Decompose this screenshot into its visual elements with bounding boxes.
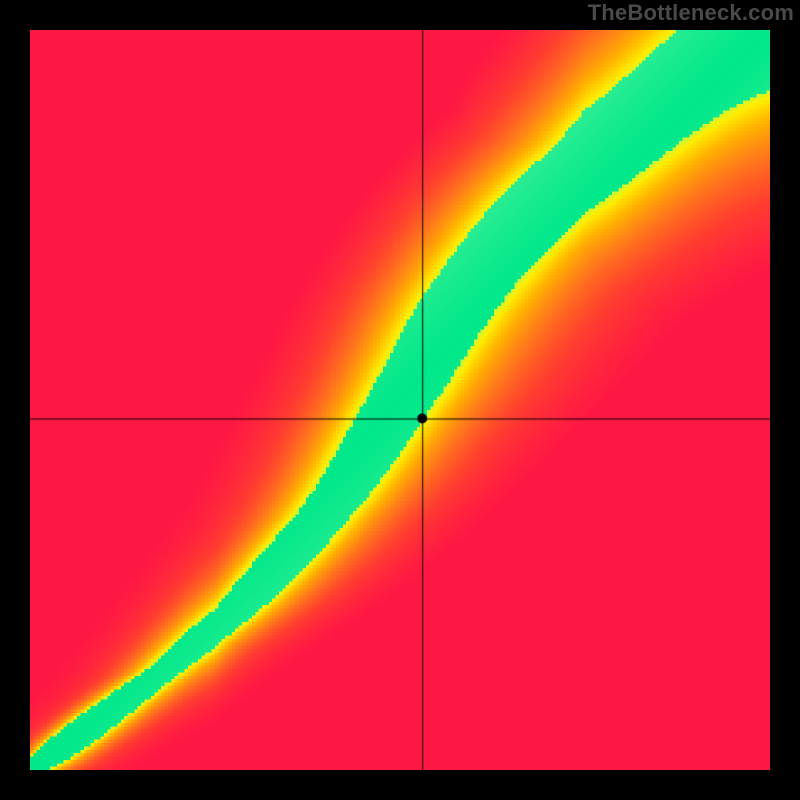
chart-container: TheBottleneck.com [0, 0, 800, 800]
watermark-text: TheBottleneck.com [588, 0, 794, 26]
bottleneck-heatmap [30, 30, 770, 770]
